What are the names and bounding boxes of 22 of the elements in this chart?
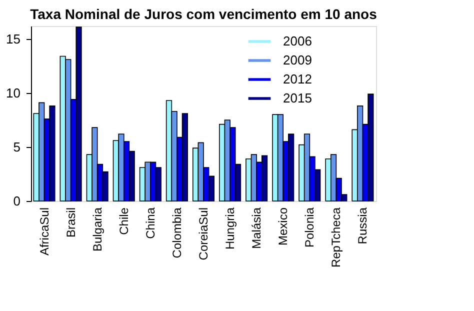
x-tick-label: Brasil [64,208,78,238]
y-tick-label: 15 [6,31,20,46]
x-tick-label: Russia [356,207,370,244]
x-tick-label: China [143,207,158,239]
x-tick-label: Polonia [302,207,317,248]
x-tick-label: AfricaSul [37,208,52,256]
x-tick-label: Bulgaria [90,207,104,252]
x-tick-label: CoreiaSul [196,208,210,260]
legend-label: 2009 [283,52,312,68]
y-tick-label: 5 [13,139,20,154]
x-tick-label: Colombia [170,207,184,258]
y-tick-label: 0 [13,194,20,208]
legend-label: 2006 [283,34,312,48]
y-tick-label: 10 [6,85,20,100]
x-tick-label: Mexico [276,207,290,246]
legend-label: 2012 [283,72,312,86]
legend-label: 2015 [283,90,312,106]
chart-title: Taxa Nominal de Juros com vencimento em 10 anos [30,6,378,22]
x-tick-label: Malásia [250,207,264,249]
x-tick-label: Chile [116,207,131,235]
x-tick-label: Hungria [223,207,238,250]
x-tick-label: RepTcheca [329,207,344,268]
